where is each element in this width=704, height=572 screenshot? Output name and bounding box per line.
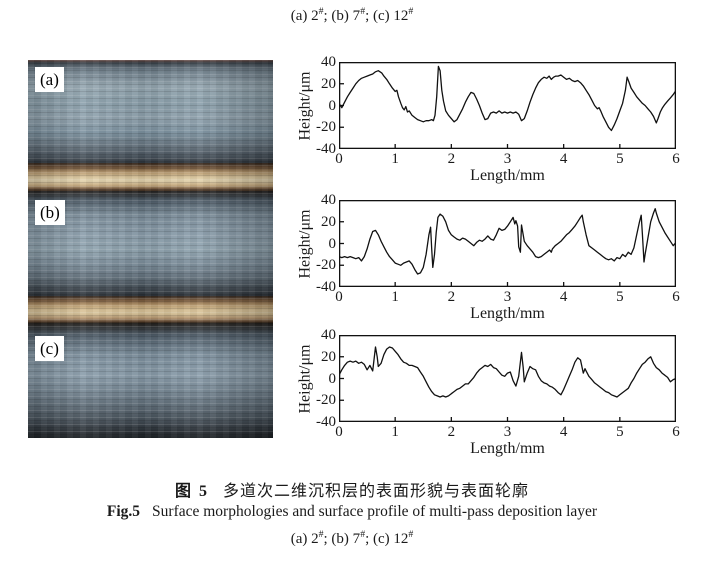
- top-subcaption: (a) 2#; (b) 7#; (c) 12#: [290, 6, 414, 24]
- x-tick-label: 0: [335, 151, 343, 167]
- y-tick-label: 0: [328, 97, 337, 114]
- figure-title-cn: 多道次二维沉积层的表面形貌与表面轮廓: [223, 483, 530, 500]
- photo-label-c: (c): [35, 336, 64, 361]
- y-tick-label: 20: [321, 75, 336, 92]
- y-tick-label: 0: [328, 370, 337, 387]
- x-tick-label: 0: [335, 424, 343, 440]
- deposition-track-c: [28, 323, 273, 438]
- x-tick-label: 1: [391, 151, 399, 167]
- photo-label-b: (b): [35, 200, 65, 225]
- profile-plot: [339, 62, 676, 149]
- overlap-groove-band-1: [28, 163, 273, 191]
- figure-number-cn: 图 5: [174, 483, 209, 500]
- y-tick-label: -40: [316, 141, 336, 157]
- caption-chinese: 图 5 多道次二维沉积层的表面形貌与表面轮廓: [0, 477, 704, 501]
- x-tick-label: 2: [447, 289, 456, 305]
- x-tick-label: 2: [447, 424, 456, 440]
- figure-title-en: Surface morphologies and surface profile…: [152, 503, 598, 520]
- x-tick-label: 2: [447, 151, 456, 167]
- y-tick-label: -20: [316, 257, 336, 274]
- x-tick-label: 1: [391, 289, 399, 305]
- y-tick-label: 0: [328, 235, 337, 252]
- y-tick-label: 20: [321, 213, 336, 230]
- y-tick-label: 40: [321, 192, 336, 208]
- y-tick-label: 20: [321, 348, 336, 365]
- profile-plot: [339, 200, 676, 287]
- x-tick-label: 4: [559, 289, 568, 305]
- x-tick-label: 0: [335, 289, 343, 305]
- deposition-track-a: [28, 60, 273, 163]
- deposition-track-b: [28, 191, 273, 296]
- x-tick-label: 5: [616, 424, 624, 440]
- x-tick-label: 6: [672, 424, 680, 440]
- x-tick-label: 3: [503, 289, 512, 305]
- x-tick-label: 1: [391, 424, 399, 440]
- x-tick-label: 3: [503, 151, 512, 167]
- y-tick-label: 40: [321, 54, 336, 70]
- x-tick-label: 6: [672, 289, 680, 305]
- caption-english: Fig.5 Surface morphologies and surface pr…: [0, 503, 704, 521]
- x-tick-label: 5: [616, 289, 624, 305]
- x-tick-label: 4: [559, 151, 568, 167]
- x-tick-label: 6: [672, 151, 680, 167]
- figure-number-en: Fig.5: [106, 503, 141, 520]
- x-tick-label: 5: [616, 151, 624, 167]
- y-tick-label: -40: [316, 279, 336, 295]
- y-tick-label: 40: [321, 327, 336, 343]
- y-tick-label: -40: [316, 414, 336, 430]
- x-axis-label: Length/mm: [470, 440, 545, 457]
- bottom-subcaption: (a) 2#; (b) 7#; (c) 12#: [290, 529, 414, 547]
- overlap-groove-band-2: [28, 296, 273, 323]
- y-tick-label: -20: [316, 392, 336, 409]
- surface-photo: (a) (b) (c): [28, 60, 273, 438]
- x-tick-label: 3: [503, 424, 512, 440]
- photo-label-a: (a): [35, 67, 64, 92]
- y-tick-label: -20: [316, 119, 336, 136]
- profile-plot: [339, 335, 676, 422]
- x-axis-label: Length/mm: [470, 167, 545, 184]
- x-tick-label: 4: [559, 424, 568, 440]
- x-axis-label: Length/mm: [470, 305, 545, 322]
